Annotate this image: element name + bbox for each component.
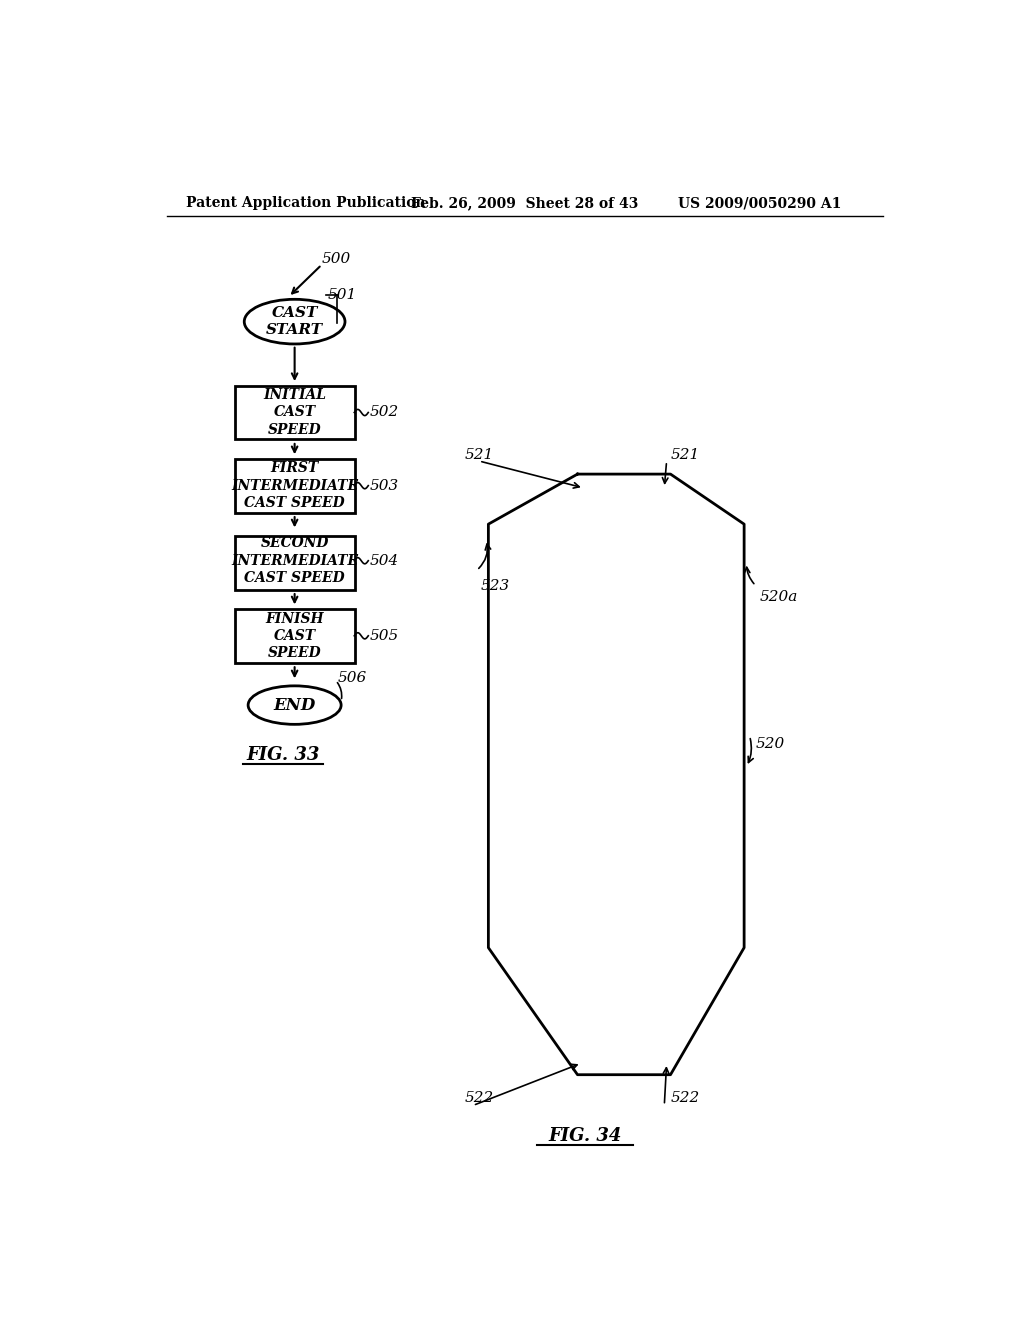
Text: US 2009/0050290 A1: US 2009/0050290 A1 bbox=[678, 197, 842, 210]
Text: END: END bbox=[273, 697, 315, 714]
Text: 503: 503 bbox=[370, 479, 399, 492]
Text: 522: 522 bbox=[671, 1090, 699, 1105]
Bar bbox=[234, 459, 355, 512]
Text: 505: 505 bbox=[370, 628, 399, 643]
Bar bbox=[234, 536, 355, 590]
Text: 500: 500 bbox=[322, 252, 351, 265]
Text: 521: 521 bbox=[671, 447, 699, 462]
Text: Feb. 26, 2009  Sheet 28 of 43: Feb. 26, 2009 Sheet 28 of 43 bbox=[411, 197, 638, 210]
Text: FINISH
CAST
SPEED: FINISH CAST SPEED bbox=[265, 611, 324, 660]
Text: 522: 522 bbox=[465, 1090, 495, 1105]
Text: Patent Application Publication: Patent Application Publication bbox=[186, 197, 426, 210]
Text: 502: 502 bbox=[370, 405, 399, 420]
Text: 501: 501 bbox=[328, 289, 356, 302]
Text: FIG. 34: FIG. 34 bbox=[549, 1127, 622, 1146]
Text: FIRST
INTERMEDIATE
CAST SPEED: FIRST INTERMEDIATE CAST SPEED bbox=[231, 462, 358, 510]
Text: 523: 523 bbox=[480, 578, 510, 593]
Text: CAST
START: CAST START bbox=[266, 306, 324, 338]
Text: FIG. 33: FIG. 33 bbox=[247, 746, 319, 764]
Text: 520: 520 bbox=[756, 737, 785, 751]
Text: 520a: 520a bbox=[760, 590, 798, 605]
Text: SECOND
INTERMEDIATE
CAST SPEED: SECOND INTERMEDIATE CAST SPEED bbox=[231, 536, 358, 585]
Text: 506: 506 bbox=[337, 671, 367, 685]
Bar bbox=[234, 385, 355, 440]
Bar bbox=[234, 609, 355, 663]
Text: 504: 504 bbox=[370, 553, 399, 568]
Text: 521: 521 bbox=[465, 447, 495, 462]
Text: INITIAL
CAST
SPEED: INITIAL CAST SPEED bbox=[263, 388, 326, 437]
